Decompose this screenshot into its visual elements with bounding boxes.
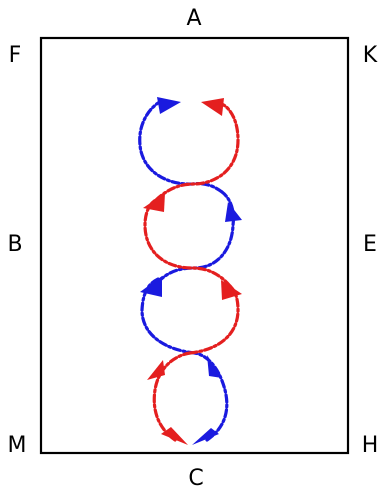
- red-arrowhead: [201, 98, 224, 116]
- marker-k: K: [363, 43, 378, 68]
- red-arrowhead: [143, 193, 165, 212]
- blue-arrowhead: [207, 355, 222, 378]
- marker-f: F: [9, 43, 22, 68]
- red-arrowhead: [147, 360, 165, 380]
- blue-arrowhead: [192, 428, 219, 445]
- marker-b: B: [7, 232, 22, 257]
- marker-e: E: [363, 232, 377, 257]
- marker-c: C: [188, 466, 203, 491]
- blue-path-segment: [156, 190, 236, 284]
- blue-arrowhead: [225, 202, 242, 222]
- red-arrowhead: [161, 427, 188, 445]
- red-path-segment: [152, 351, 192, 442]
- marker-h: H: [362, 433, 379, 458]
- blue-arrowhead: [157, 97, 181, 114]
- red-rider-track: [143, 98, 242, 445]
- red-path-segment: [143, 198, 232, 288]
- red-arrowhead: [221, 280, 242, 300]
- marker-m: M: [8, 433, 27, 458]
- blue-path-segment: [138, 101, 224, 194]
- red-path-segment: [154, 102, 240, 202]
- blue-arrowhead: [140, 276, 162, 297]
- blue-path-segment: [193, 351, 229, 442]
- blue-rider-track: [138, 97, 242, 445]
- arena-border: [39, 36, 350, 455]
- marker-a: A: [186, 6, 201, 31]
